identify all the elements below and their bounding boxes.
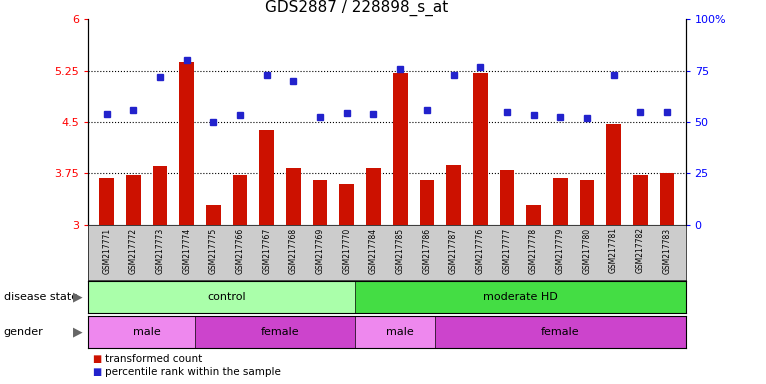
Text: male: male xyxy=(133,327,161,337)
Bar xyxy=(100,178,114,225)
Bar xyxy=(393,73,408,225)
Text: GSM217771: GSM217771 xyxy=(103,227,111,273)
Text: GSM217782: GSM217782 xyxy=(636,227,645,273)
Text: ▶: ▶ xyxy=(73,325,83,338)
Text: GSM217781: GSM217781 xyxy=(609,227,618,273)
Bar xyxy=(88,316,205,348)
Bar xyxy=(233,175,247,225)
Text: GSM217780: GSM217780 xyxy=(582,227,591,273)
Text: gender: gender xyxy=(4,327,44,337)
Text: male: male xyxy=(386,327,414,337)
Text: moderate HD: moderate HD xyxy=(483,292,558,302)
Bar xyxy=(526,205,541,225)
Bar xyxy=(286,168,301,225)
Text: ■: ■ xyxy=(92,367,101,377)
Text: GSM217768: GSM217768 xyxy=(289,227,298,273)
Bar xyxy=(435,316,686,348)
Text: transformed count: transformed count xyxy=(105,354,202,364)
Bar xyxy=(152,166,168,225)
Text: GSM217777: GSM217777 xyxy=(502,227,512,274)
Text: ▶: ▶ xyxy=(73,291,83,304)
Text: GSM217767: GSM217767 xyxy=(262,227,271,274)
Bar xyxy=(499,170,514,225)
Bar xyxy=(446,165,461,225)
Bar xyxy=(88,281,365,313)
Bar xyxy=(420,180,434,225)
Bar xyxy=(366,169,381,225)
Bar xyxy=(633,175,647,225)
Text: GSM217779: GSM217779 xyxy=(555,227,565,274)
Text: GSM217783: GSM217783 xyxy=(663,227,671,273)
Text: GSM217785: GSM217785 xyxy=(396,227,404,273)
Title: GDS2887 / 228898_s_at: GDS2887 / 228898_s_at xyxy=(265,0,449,17)
Text: GSM217775: GSM217775 xyxy=(209,227,218,274)
Bar xyxy=(126,175,141,225)
Bar xyxy=(313,180,328,225)
Bar xyxy=(260,130,274,225)
Bar xyxy=(606,124,621,225)
Text: female: female xyxy=(261,327,300,337)
Text: GSM217784: GSM217784 xyxy=(369,227,378,273)
Text: GSM217773: GSM217773 xyxy=(155,227,165,274)
Bar xyxy=(179,62,194,225)
Text: control: control xyxy=(208,292,246,302)
Text: disease state: disease state xyxy=(4,292,78,302)
Text: ■: ■ xyxy=(92,354,101,364)
Text: female: female xyxy=(541,327,580,337)
Bar xyxy=(355,281,686,313)
Bar xyxy=(339,184,354,225)
Bar xyxy=(355,316,446,348)
Text: GSM217766: GSM217766 xyxy=(236,227,244,274)
Bar xyxy=(580,180,594,225)
Bar xyxy=(206,205,221,225)
Text: GSM217772: GSM217772 xyxy=(129,227,138,273)
Text: GSM217776: GSM217776 xyxy=(476,227,485,274)
Bar xyxy=(195,316,365,348)
Bar xyxy=(553,178,568,225)
Bar xyxy=(473,73,487,225)
Text: percentile rank within the sample: percentile rank within the sample xyxy=(105,367,281,377)
Bar xyxy=(660,173,674,225)
Text: GSM217770: GSM217770 xyxy=(342,227,352,274)
Text: GSM217769: GSM217769 xyxy=(316,227,325,274)
Text: GSM217786: GSM217786 xyxy=(422,227,431,273)
Text: GSM217778: GSM217778 xyxy=(529,227,538,273)
Text: GSM217787: GSM217787 xyxy=(449,227,458,273)
Text: GSM217774: GSM217774 xyxy=(182,227,192,274)
